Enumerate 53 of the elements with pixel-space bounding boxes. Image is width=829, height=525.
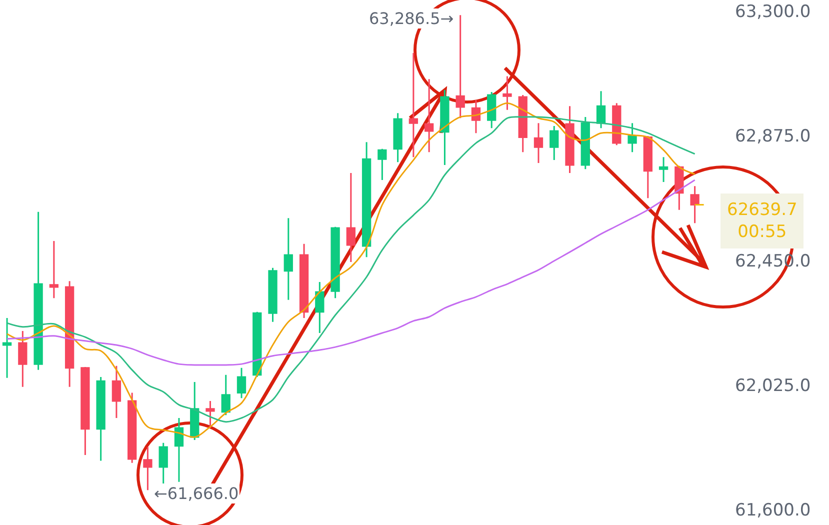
candlestick: [80, 366, 90, 456]
y-tick-label: 61,600.0: [735, 500, 811, 520]
candlestick: [690, 185, 700, 224]
candlestick: [64, 280, 74, 388]
y-tick-label: 62,025.0: [735, 376, 811, 396]
candlestick: [158, 442, 168, 486]
candlestick: [534, 122, 544, 164]
candlestick: [49, 240, 59, 299]
y-tick-label: 62,875.0: [735, 126, 811, 147]
candlestick: [424, 78, 434, 153]
candlestick: [330, 226, 340, 299]
candlestick: [362, 141, 372, 258]
candlestick: [550, 125, 559, 161]
candlestick: [18, 330, 28, 388]
ref-line-label: 62639.7 00:55: [727, 200, 798, 242]
y-tick-label: 63,300.0: [735, 2, 811, 22]
annotation: 63,286.5→: [369, 9, 454, 28]
candlestick: [456, 14, 465, 119]
candlestick: [128, 392, 137, 464]
candlestick: [221, 374, 230, 416]
candlestick: [643, 135, 652, 199]
candlestick: [206, 400, 215, 429]
candlestick: [190, 381, 200, 441]
candlestick: [518, 94, 528, 153]
candlestick: [580, 116, 590, 170]
candlestick: [658, 156, 668, 183]
candlestick: [268, 267, 278, 323]
candlestick: [612, 102, 622, 146]
candlestick: [96, 376, 106, 462]
line-series: [6, 179, 696, 366]
candlestick: [252, 311, 262, 378]
candlestick: [315, 281, 324, 334]
candlestick: [174, 417, 184, 483]
candlestick: [487, 91, 496, 129]
candlestick: [565, 105, 574, 174]
candlestick: [674, 165, 684, 211]
candlestick: [440, 89, 450, 166]
candlestick: [408, 52, 418, 158]
candlestick: [299, 243, 309, 319]
candlestick: [393, 112, 402, 163]
candlestick: [112, 365, 122, 419]
candlestick: [596, 90, 606, 129]
candlestick: [471, 99, 481, 134]
candlestick: [143, 446, 152, 491]
candlestick: [2, 317, 12, 379]
candlestick: [236, 367, 246, 399]
annotation: ←61,666.0: [154, 484, 239, 503]
candlestick: [34, 211, 43, 371]
candlestick: [284, 217, 293, 301]
candlestick: [502, 75, 512, 111]
candlestick: [346, 172, 356, 263]
candlestick: [378, 148, 387, 181]
candlestick: [628, 122, 637, 153]
